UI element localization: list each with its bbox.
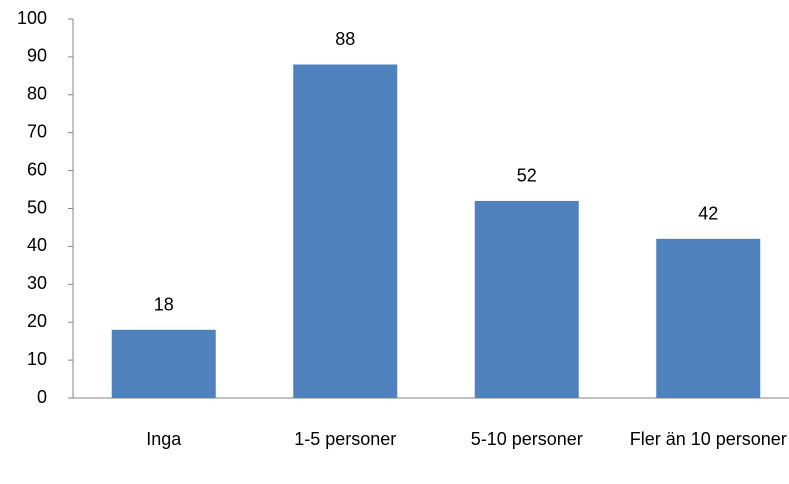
x-tick-label: 1-5 personer [294, 429, 396, 449]
bar [474, 200, 579, 398]
bar [111, 329, 216, 398]
y-tick-label: 0 [37, 387, 47, 407]
y-tick-label: 100 [17, 8, 47, 28]
data-label: 18 [154, 295, 174, 315]
data-label: 88 [335, 29, 355, 49]
bar [293, 64, 398, 398]
y-tick-label: 50 [27, 197, 47, 217]
y-tick-label: 80 [27, 84, 47, 104]
y-tick-label: 20 [27, 311, 47, 331]
y-tick-label: 10 [27, 349, 47, 369]
y-tick-label: 40 [27, 235, 47, 255]
x-tick-label: 5-10 personer [471, 429, 583, 449]
data-label: 42 [698, 204, 718, 224]
x-tick-label: Fler än 10 personer [630, 429, 787, 449]
y-tick-label: 30 [27, 273, 47, 293]
y-tick-label: 60 [27, 159, 47, 179]
x-tick-label: Inga [146, 429, 182, 449]
bar [656, 238, 761, 398]
data-label: 52 [517, 166, 537, 186]
y-tick-label: 70 [27, 121, 47, 141]
y-tick-label: 90 [27, 46, 47, 66]
